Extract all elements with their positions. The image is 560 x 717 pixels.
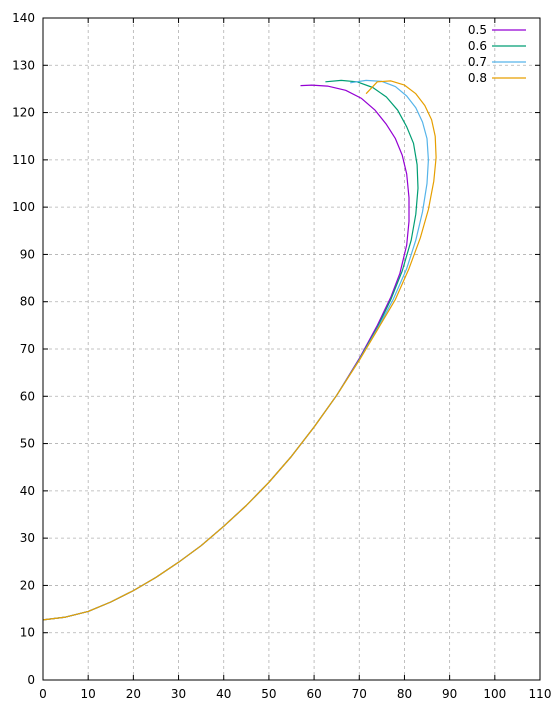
y-tick-label: 140 <box>12 11 35 25</box>
x-tick-label: 110 <box>529 687 552 701</box>
y-tick-label: 110 <box>12 153 35 167</box>
legend-label: 0.6 <box>468 39 487 53</box>
series-line-0-5 <box>42 84 410 621</box>
y-tick-label: 20 <box>20 578 35 592</box>
legend-label: 0.5 <box>468 23 487 37</box>
legend-label: 0.7 <box>468 55 487 69</box>
y-tick-label: 60 <box>20 389 35 403</box>
y-tick-label: 70 <box>20 342 35 356</box>
series-line-0-8 <box>42 80 437 621</box>
y-tick-label: 80 <box>20 295 35 309</box>
y-tick-label: 0 <box>27 673 35 687</box>
legend: 0.5 0.6 0.7 0.8 <box>468 23 526 85</box>
y-tick-label: 30 <box>20 531 35 545</box>
series-line-0-6 <box>42 79 419 621</box>
x-tick-label: 60 <box>306 687 321 701</box>
y-tick-label: 50 <box>20 437 35 451</box>
x-tick-label: 40 <box>216 687 231 701</box>
series-group <box>42 79 437 621</box>
x-tick-label: 100 <box>483 687 506 701</box>
x-tick-label: 20 <box>126 687 141 701</box>
y-tick-label: 40 <box>20 484 35 498</box>
x-tick-label: 10 <box>81 687 96 701</box>
x-tick-label: 50 <box>261 687 276 701</box>
ticks: 0 10 20 30 40 50 60 70 80 90 100 110 0 10 20 30 40 50 60 70… <box>12 11 551 701</box>
series-line-0-7 <box>42 79 429 621</box>
legend-label: 0.8 <box>468 71 487 85</box>
y-tick-label: 130 <box>12 58 35 72</box>
y-tick-label: 10 <box>20 626 35 640</box>
y-tick-label: 90 <box>20 247 35 261</box>
x-tick-label: 70 <box>352 687 367 701</box>
y-tick-label: 100 <box>12 200 35 214</box>
grid <box>43 18 540 680</box>
y-tick-label: 120 <box>12 106 35 120</box>
x-tick-label: 0 <box>39 687 47 701</box>
x-tick-label: 90 <box>442 687 457 701</box>
x-tick-label: 30 <box>171 687 186 701</box>
x-tick-label: 80 <box>397 687 412 701</box>
